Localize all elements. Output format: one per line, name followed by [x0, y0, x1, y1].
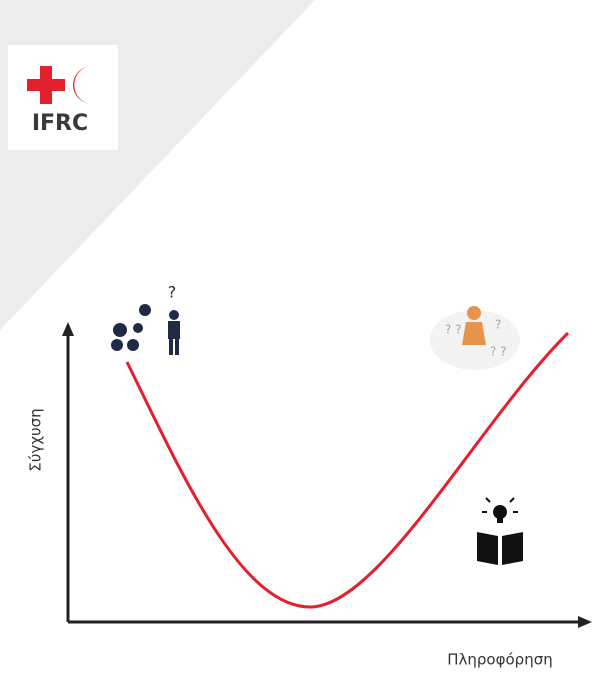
- logo-cross-v: [40, 66, 52, 104]
- puzzle-icon: ?: [111, 283, 180, 356]
- curve: [127, 333, 568, 607]
- svg-text:? ?: ? ?: [490, 345, 507, 359]
- confused-figure-icon: ? ? ? ? ?: [430, 306, 520, 370]
- book-idea-icon: [477, 498, 523, 565]
- logo-text: IFRC: [32, 111, 88, 136]
- svg-text:? ?: ? ?: [445, 323, 462, 337]
- x-axis-label: Πληροφόρηση: [447, 651, 552, 669]
- svg-text:?: ?: [168, 283, 177, 302]
- x-arrow: [578, 616, 592, 628]
- svg-text:?: ?: [495, 318, 501, 332]
- logo: IFRC: [8, 45, 118, 150]
- y-axis-label: Σύγχυση: [27, 408, 45, 471]
- y-arrow: [62, 322, 74, 336]
- axes: [62, 322, 592, 628]
- diagram: IFRC Σύγχυση Πληροφόρηση ? ? ? ? ? ?: [0, 0, 595, 673]
